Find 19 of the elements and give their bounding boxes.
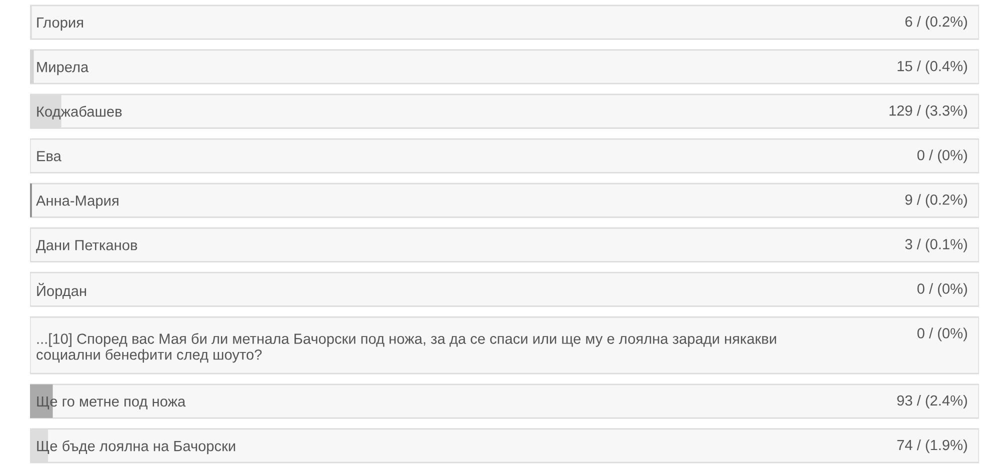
y-tick-label: Йордан bbox=[37, 282, 86, 300]
y-tick-label: Глория bbox=[37, 18, 83, 31]
data-label: 15 / (0.4%) bbox=[898, 60, 967, 74]
y-tick-label: Коджабашев bbox=[37, 106, 122, 120]
y-tick-label: ...[10] Според вас Мая би ли метнала Бачорски под ножа, за да се спаси или ще му е лоялна заради някакви социални бенефити след шоуто? bbox=[36, 333, 776, 363]
data-label: 0 / (0%) bbox=[917, 150, 967, 164]
data-label: 129 / (3.3%) bbox=[890, 105, 967, 119]
data-label: 9 / (0.2%) bbox=[905, 194, 967, 208]
y-tick-label: Анна-Мария bbox=[36, 196, 118, 209]
data-label: 6 / (0.2%) bbox=[905, 16, 967, 30]
data-label: 74 / (1.9%) bbox=[897, 439, 967, 454]
y-tick-label: Ще бъде лоялна на Бачорски bbox=[37, 440, 236, 454]
y-tick-label: Мирела bbox=[37, 62, 89, 76]
data-label: 3 / (0.1%) bbox=[905, 238, 967, 252]
y-tick-label: Дани Петканов bbox=[36, 240, 138, 254]
data-label: 93 / (2.4%) bbox=[897, 394, 967, 409]
data-label: 0 / (0%) bbox=[917, 283, 967, 297]
y-tick-label: Ева bbox=[37, 151, 62, 162]
data-label: 0 / (0%) bbox=[917, 328, 967, 342]
